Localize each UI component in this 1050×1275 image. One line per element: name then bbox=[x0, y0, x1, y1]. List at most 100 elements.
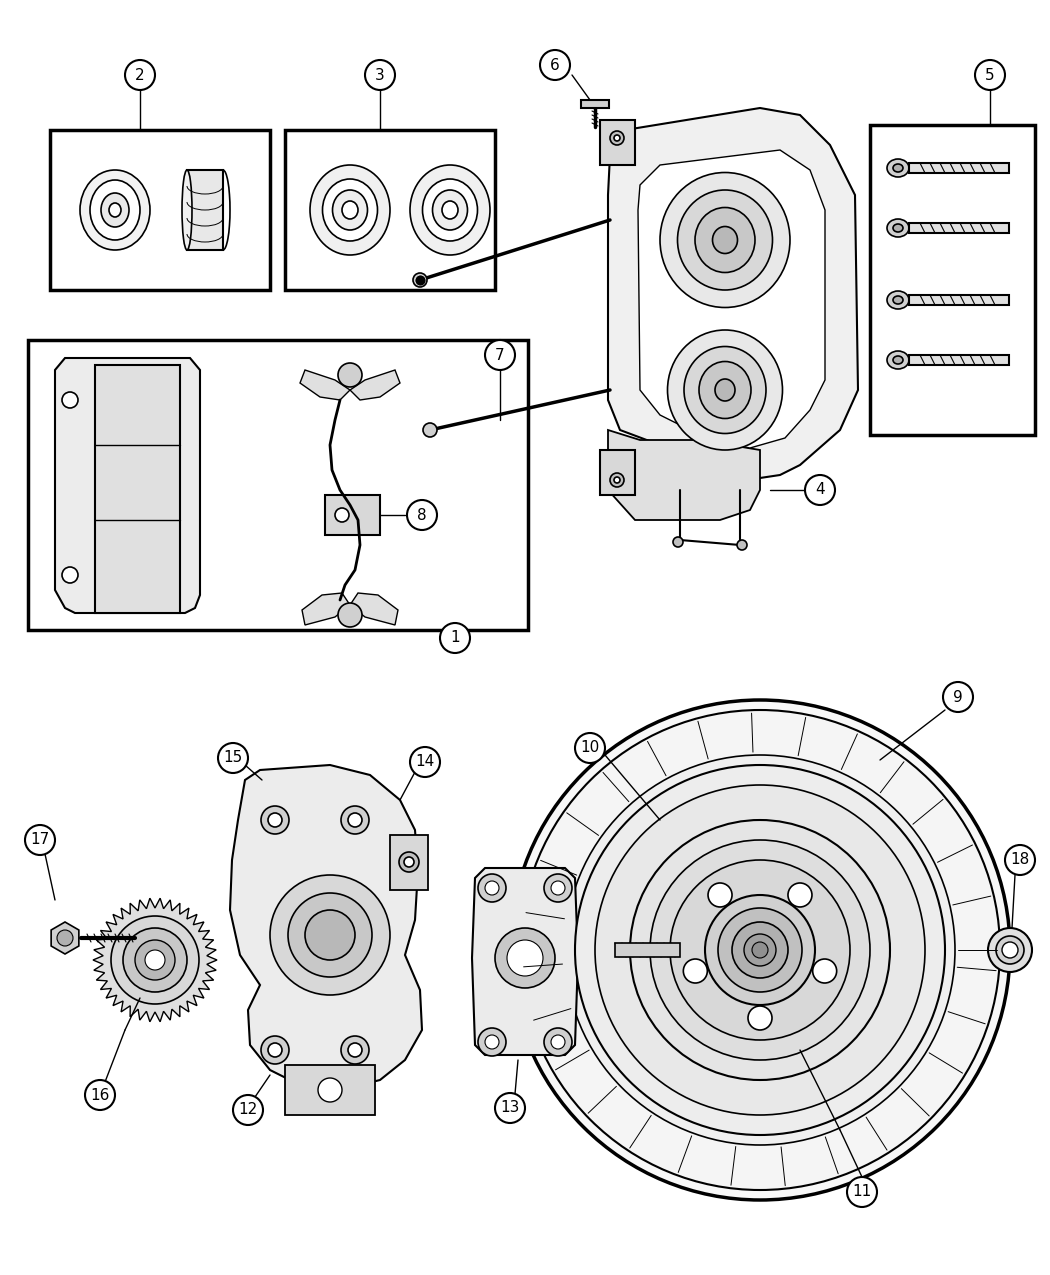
Circle shape bbox=[485, 881, 499, 895]
Circle shape bbox=[338, 363, 362, 388]
Circle shape bbox=[407, 500, 437, 530]
Text: 18: 18 bbox=[1010, 853, 1030, 867]
Text: 11: 11 bbox=[853, 1184, 871, 1200]
Ellipse shape bbox=[677, 190, 773, 289]
Circle shape bbox=[268, 813, 282, 827]
Ellipse shape bbox=[715, 379, 735, 402]
Text: 9: 9 bbox=[953, 690, 963, 705]
Circle shape bbox=[348, 813, 362, 827]
Ellipse shape bbox=[668, 330, 782, 450]
Ellipse shape bbox=[892, 296, 903, 303]
Text: 16: 16 bbox=[90, 1088, 109, 1103]
Ellipse shape bbox=[410, 164, 490, 255]
Polygon shape bbox=[472, 868, 578, 1054]
Circle shape bbox=[996, 936, 1024, 964]
Circle shape bbox=[718, 908, 802, 992]
Polygon shape bbox=[230, 765, 422, 1090]
Circle shape bbox=[1005, 845, 1035, 875]
Ellipse shape bbox=[887, 291, 909, 309]
Polygon shape bbox=[55, 358, 200, 613]
Circle shape bbox=[565, 755, 956, 1145]
Ellipse shape bbox=[684, 347, 766, 434]
Circle shape bbox=[440, 623, 470, 653]
Ellipse shape bbox=[892, 356, 903, 363]
Ellipse shape bbox=[892, 164, 903, 172]
Text: 7: 7 bbox=[496, 348, 505, 362]
Circle shape bbox=[318, 1077, 342, 1102]
Ellipse shape bbox=[101, 193, 129, 227]
Circle shape bbox=[575, 733, 605, 762]
Text: 13: 13 bbox=[500, 1100, 520, 1116]
Text: 8: 8 bbox=[417, 507, 426, 523]
Text: 5: 5 bbox=[985, 68, 994, 83]
Circle shape bbox=[737, 541, 747, 550]
Circle shape bbox=[478, 873, 506, 901]
Circle shape bbox=[348, 1043, 362, 1057]
Polygon shape bbox=[638, 150, 825, 448]
Circle shape bbox=[123, 928, 187, 992]
Circle shape bbox=[507, 940, 543, 975]
Circle shape bbox=[673, 537, 683, 547]
Circle shape bbox=[708, 884, 732, 907]
Circle shape bbox=[551, 1035, 565, 1049]
Ellipse shape bbox=[442, 201, 458, 219]
Circle shape bbox=[423, 423, 437, 437]
Ellipse shape bbox=[310, 164, 390, 255]
Circle shape bbox=[520, 710, 1000, 1190]
Circle shape bbox=[261, 1037, 289, 1065]
Bar bbox=[615, 944, 680, 958]
Text: 1: 1 bbox=[450, 631, 460, 645]
Circle shape bbox=[478, 1028, 506, 1056]
Ellipse shape bbox=[433, 190, 467, 230]
Circle shape bbox=[335, 507, 349, 521]
Circle shape bbox=[540, 50, 570, 80]
Circle shape bbox=[485, 340, 514, 370]
Circle shape bbox=[744, 935, 776, 966]
Circle shape bbox=[575, 765, 945, 1135]
Circle shape bbox=[670, 861, 850, 1040]
Circle shape bbox=[788, 884, 812, 907]
Ellipse shape bbox=[610, 473, 624, 487]
Ellipse shape bbox=[90, 180, 140, 240]
Circle shape bbox=[988, 928, 1032, 972]
Bar bbox=[28, 340, 528, 630]
Circle shape bbox=[732, 922, 788, 978]
Ellipse shape bbox=[182, 170, 192, 250]
Polygon shape bbox=[350, 370, 400, 400]
Circle shape bbox=[847, 1177, 877, 1207]
Circle shape bbox=[595, 785, 925, 1116]
Circle shape bbox=[135, 940, 175, 980]
Circle shape bbox=[805, 476, 835, 505]
Circle shape bbox=[495, 1093, 525, 1123]
Ellipse shape bbox=[887, 159, 909, 177]
Circle shape bbox=[495, 928, 555, 988]
Circle shape bbox=[85, 1080, 116, 1111]
Circle shape bbox=[218, 743, 248, 773]
Circle shape bbox=[410, 747, 440, 776]
Circle shape bbox=[404, 857, 414, 867]
Polygon shape bbox=[93, 898, 217, 1021]
Circle shape bbox=[365, 60, 395, 91]
Bar bbox=[909, 354, 1009, 365]
Circle shape bbox=[650, 840, 870, 1060]
Bar bbox=[390, 835, 428, 890]
Text: 4: 4 bbox=[815, 482, 825, 497]
Circle shape bbox=[630, 820, 890, 1080]
Text: 12: 12 bbox=[238, 1103, 257, 1117]
Ellipse shape bbox=[422, 179, 478, 241]
Ellipse shape bbox=[322, 179, 378, 241]
Polygon shape bbox=[302, 593, 350, 625]
Circle shape bbox=[233, 1095, 262, 1125]
Circle shape bbox=[341, 806, 369, 834]
Bar bbox=[909, 223, 1009, 233]
Polygon shape bbox=[350, 593, 398, 625]
Ellipse shape bbox=[892, 224, 903, 232]
Circle shape bbox=[145, 950, 165, 970]
Ellipse shape bbox=[713, 227, 737, 254]
Circle shape bbox=[748, 1006, 772, 1030]
Bar bbox=[600, 120, 635, 164]
Bar bbox=[94, 365, 180, 613]
Text: 15: 15 bbox=[224, 751, 243, 765]
Bar bbox=[285, 1065, 375, 1116]
Circle shape bbox=[752, 942, 768, 958]
